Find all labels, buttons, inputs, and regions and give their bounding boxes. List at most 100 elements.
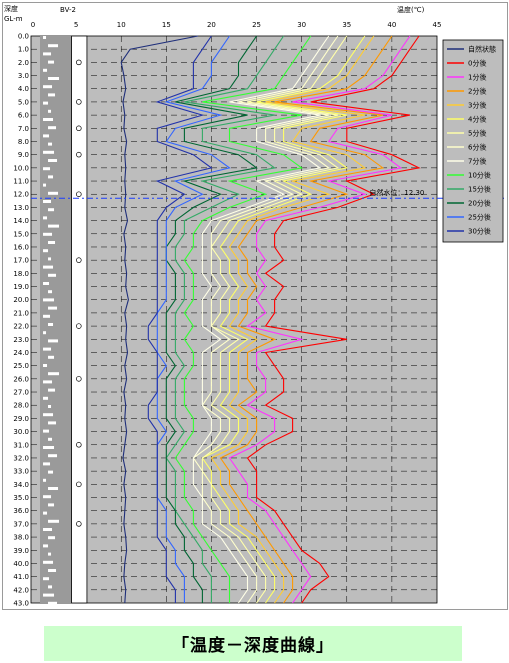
borehole-pattern [48,601,58,605]
borehole-pattern [48,306,58,310]
borehole-pattern [43,68,48,72]
borehole-pattern [43,232,53,236]
borehole-pattern [48,290,53,294]
borehole-pattern [43,495,52,499]
borehole-pattern [43,101,49,105]
borehole-pattern [48,273,57,277]
borehole-pattern [43,282,50,285]
strainer-marker [76,151,82,158]
y-tick-label: 25.0 [13,362,29,370]
y-tick-label: 31.0 [13,441,29,449]
y-tick-label: 2.0 [18,59,29,67]
borehole-pattern [48,454,58,458]
y-tick-label: 23.0 [13,336,29,344]
series-line [228,35,411,604]
borehole-pattern [43,118,54,121]
series-line [246,35,421,604]
y-tick-label: 38.0 [13,534,29,542]
legend: 自然状態 0分後 1分後 2分後 3分後 4分後 5分後 6分後 7分後 10分後 15分後 20分後… [442,39,504,243]
legend-label: 3分後 [468,101,486,110]
series-line [156,35,231,603]
borehole-pattern [48,569,57,572]
borehole-pattern [43,577,50,581]
borehole-pattern [48,208,55,212]
borehole-pattern [43,200,52,203]
series-line [147,35,213,603]
y-tick-label: 35.0 [13,494,29,502]
borehole-pattern [43,52,52,56]
y-axis-label: 深度 [4,4,18,13]
y-tick-label: 4.0 [18,85,29,93]
series-line [165,35,258,603]
x-axis-label: 温度(℃) [397,5,425,14]
borehole-pattern [43,413,54,417]
legend-label: 0分後 [468,59,486,68]
y-tick-label: 40.0 [13,560,29,568]
borehole-pattern [43,167,51,171]
borehole-pattern [48,339,59,343]
borehole-pattern [43,85,53,89]
x-tick-label: 40 [387,21,396,29]
borehole-pattern [43,347,52,351]
series-line [201,35,348,604]
legend-label: 10分後 [468,171,491,180]
borehole-pattern [48,159,58,162]
y-tick-label: 20.0 [13,296,29,304]
borehole-pattern [43,134,50,138]
borehole-pattern [48,191,59,195]
strainer-marker [76,442,82,448]
legend-label: 7分後 [468,157,486,166]
borehole-pattern [43,380,53,384]
y-tick-label: 34.0 [13,481,29,489]
borehole-pattern [43,396,49,400]
borehole-pattern [48,388,56,392]
y-tick-label: 26.0 [13,375,29,383]
strainer-marker [76,191,82,197]
legend-label: 4分後 [468,115,486,124]
borehole-pattern [43,462,51,466]
casing-strip [71,35,88,604]
y-tick-label: 9.0 [18,151,29,159]
borehole-pattern [48,552,52,556]
y-tick-label: 24.0 [13,349,29,357]
borehole-pattern [43,446,55,449]
borehole-pattern [43,36,47,39]
y-tick-label: 15.0 [13,230,29,238]
y-tick-label: 37.0 [13,520,29,528]
x-tick-label: 25 [252,21,261,29]
series-line [210,35,375,604]
borehole-pattern [48,405,52,408]
y-tick-label: 7.0 [18,125,29,133]
x-tick-label: 0 [31,21,35,29]
borehole-pattern [43,183,47,187]
y-tick-label: 29.0 [13,415,29,423]
borehole-pattern [48,585,53,589]
x-tick-label: 15 [162,21,171,29]
borehole-pattern [48,93,56,97]
y-tick-label: 5.0 [18,98,29,106]
legend-label: 30分後 [468,227,491,236]
borehole-pattern [48,437,53,441]
y-tick-label: 27.0 [13,389,29,397]
x-tick-label: 45 [433,21,442,29]
borehole-pattern [48,175,54,179]
borehole-pattern [43,511,48,515]
legend-label: 自然状態 [468,45,496,54]
borehole-pattern [43,298,55,302]
borehole-pattern [43,544,49,548]
y-tick-label: 13.0 [13,204,29,212]
legend-label: 15分後 [468,185,491,194]
y-tick-label: 10.0 [13,164,29,172]
borehole-pattern [43,528,53,531]
borehole-pattern [48,421,57,425]
strainer-marker [76,521,82,527]
borehole-pattern [48,142,53,146]
strainer-marker [76,376,82,382]
x-tick-label: 20 [207,21,216,29]
borehole-pattern [48,487,59,490]
strainer-marker [76,99,82,105]
x-tick-label: 30 [297,21,306,29]
legend-label: 6分後 [468,143,486,152]
chart-title: BV-2 [60,6,76,14]
y-tick-label: 19.0 [13,283,29,291]
